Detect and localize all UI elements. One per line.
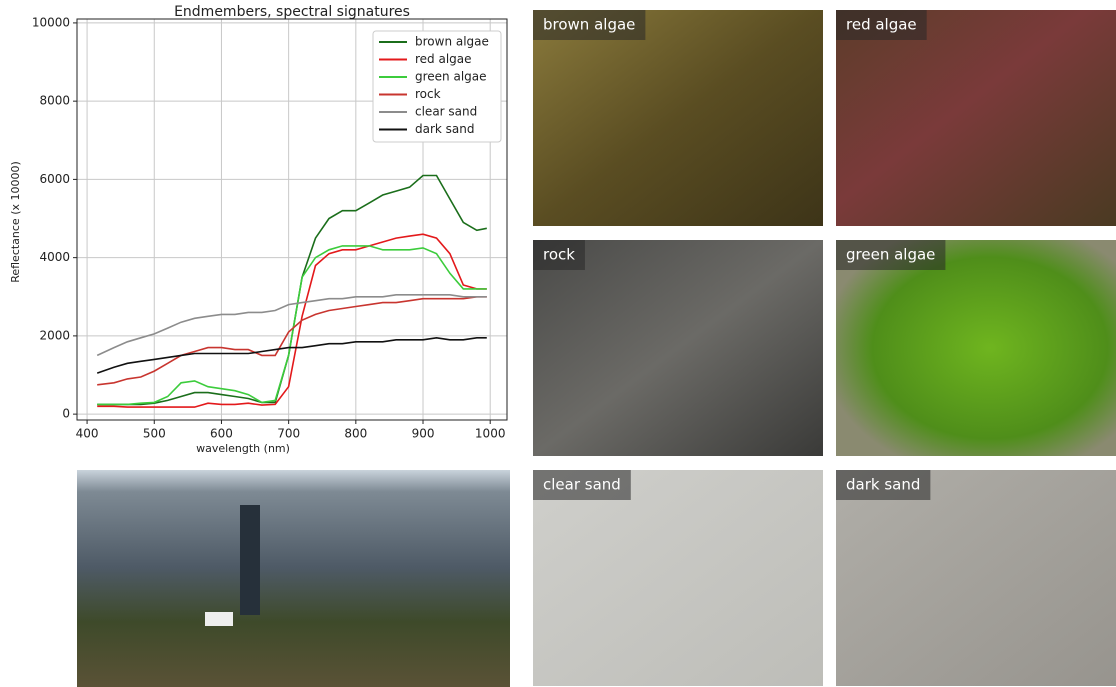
photo-detail <box>205 612 233 626</box>
series-line <box>97 296 487 386</box>
y-tick-label: 4000 <box>39 250 70 264</box>
plot-frame <box>76 18 508 421</box>
x-tick-label: 1000 <box>475 427 506 441</box>
photo-label: red algae <box>846 16 917 34</box>
photo-label: dark sand <box>846 476 920 494</box>
photo-detail <box>240 505 260 615</box>
photo <box>836 240 1116 456</box>
photo-label: green algae <box>846 246 935 264</box>
photo <box>533 470 823 686</box>
y-tick-label: 10000 <box>32 15 70 29</box>
y-tick-label: 0 <box>62 407 70 421</box>
legend-label: brown algae <box>415 35 489 49</box>
x-tick-label: 400 <box>76 427 99 441</box>
photo-background <box>77 470 510 687</box>
photo-label-bg <box>836 240 946 270</box>
series-line <box>96 336 487 374</box>
y-tick-label: 8000 <box>39 94 70 108</box>
x-tick-label: 500 <box>143 427 166 441</box>
photo-grid: brown algae red algae rock green algae clear… <box>533 10 1116 686</box>
y-axis-label: Reflectance (x 10000) <box>9 161 22 283</box>
x-tick-label: 900 <box>412 427 435 441</box>
legend-label: green algae <box>415 70 487 84</box>
x-tick-label: 600 <box>210 427 233 441</box>
photo <box>836 470 1116 686</box>
chart: Endmembers, spectral signatures waveleng… <box>9 4 508 455</box>
legend-label: clear sand <box>415 105 477 119</box>
photo <box>533 10 823 226</box>
series-line <box>96 294 487 357</box>
photo-label-bg <box>533 470 631 500</box>
x-axis-label: wavelength (nm) <box>196 442 290 455</box>
chart-title: Endmembers, spectral signatures <box>174 4 410 20</box>
photo-label-bg <box>836 470 931 500</box>
series-line <box>97 233 487 408</box>
legend-label: red algae <box>415 52 472 66</box>
x-tick-label: 700 <box>277 427 300 441</box>
x-tick-label: 800 <box>344 427 367 441</box>
photo-label: brown algae <box>543 16 635 34</box>
photo-label-bg <box>533 10 646 40</box>
photo-label: clear sand <box>543 476 621 494</box>
y-tick-label: 6000 <box>39 172 70 186</box>
photo-label-bg <box>533 240 585 270</box>
series-line <box>97 245 487 406</box>
photo <box>836 10 1116 226</box>
y-tick-label: 2000 <box>39 328 70 342</box>
legend-label: rock <box>415 87 441 101</box>
photo-label: rock <box>543 246 575 264</box>
legend-label: dark sand <box>415 122 475 136</box>
photo-label-bg <box>836 10 927 40</box>
photo <box>533 240 823 456</box>
field-photo <box>77 470 510 687</box>
